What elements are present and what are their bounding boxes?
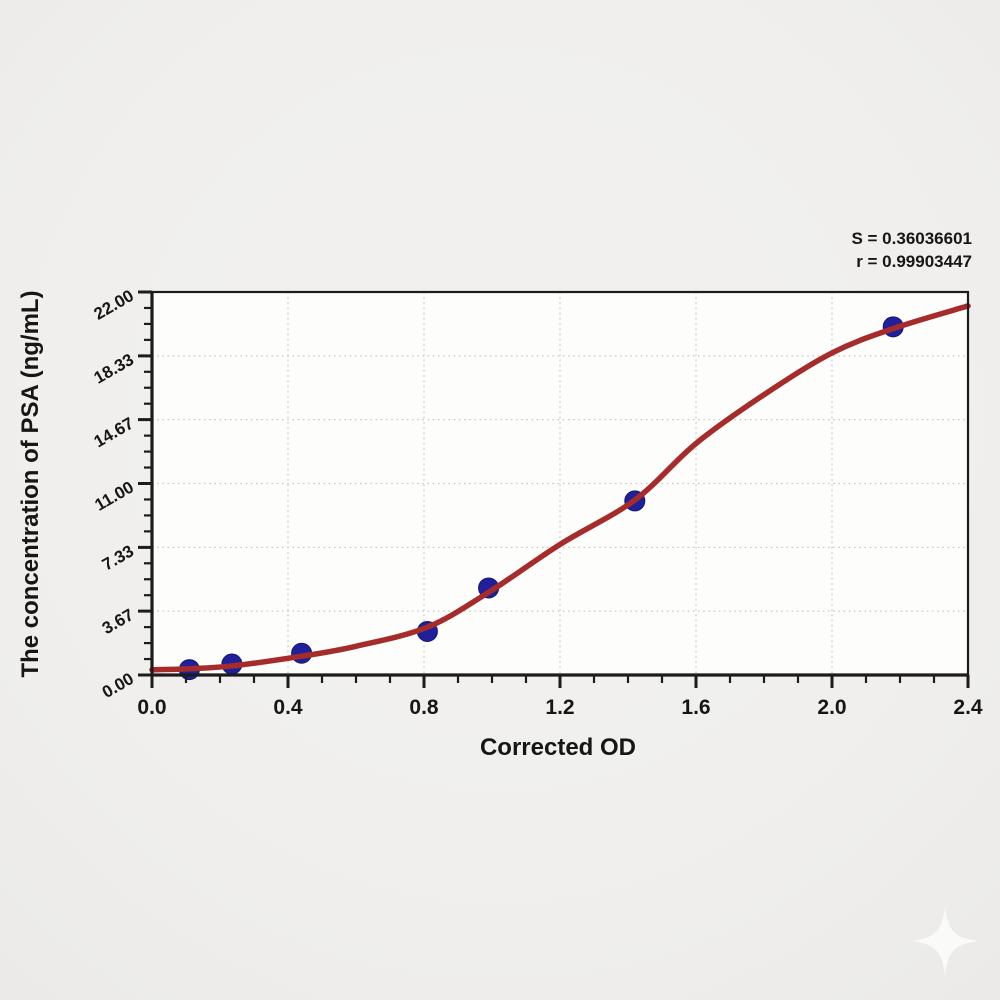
stat-r-value: r = 0.99903447 <box>856 252 972 271</box>
y-tick-label: 0.00 <box>99 669 137 702</box>
y-tick-label: 3.67 <box>99 605 137 638</box>
y-tick-label: 14.67 <box>91 414 137 452</box>
x-tick-label: 2.0 <box>817 696 846 719</box>
data-series <box>149 303 971 681</box>
axes <box>138 290 970 688</box>
x-axis-title: Corrected OD <box>480 734 636 761</box>
stat-s-value: S = 0.36036601 <box>851 229 972 248</box>
y-axis-title: The concentration of PSA (ng/mL) <box>17 290 44 677</box>
x-tick-label: 0.4 <box>273 696 303 719</box>
y-tick-label: 11.00 <box>91 478 137 515</box>
x-tick-label: 1.2 <box>545 696 574 719</box>
y-tick-label: 18.33 <box>91 350 137 388</box>
x-tick-label: 1.6 <box>681 696 710 719</box>
fitted-curve <box>149 303 971 673</box>
y-tick-label: 7.33 <box>99 541 137 574</box>
sparkle-icon <box>912 907 978 975</box>
y-tick-label: 22.00 <box>91 286 137 324</box>
x-tick-label: 0.0 <box>137 696 166 719</box>
x-tick-label: 2.4 <box>953 696 983 719</box>
x-tick-label: 0.8 <box>409 696 439 719</box>
